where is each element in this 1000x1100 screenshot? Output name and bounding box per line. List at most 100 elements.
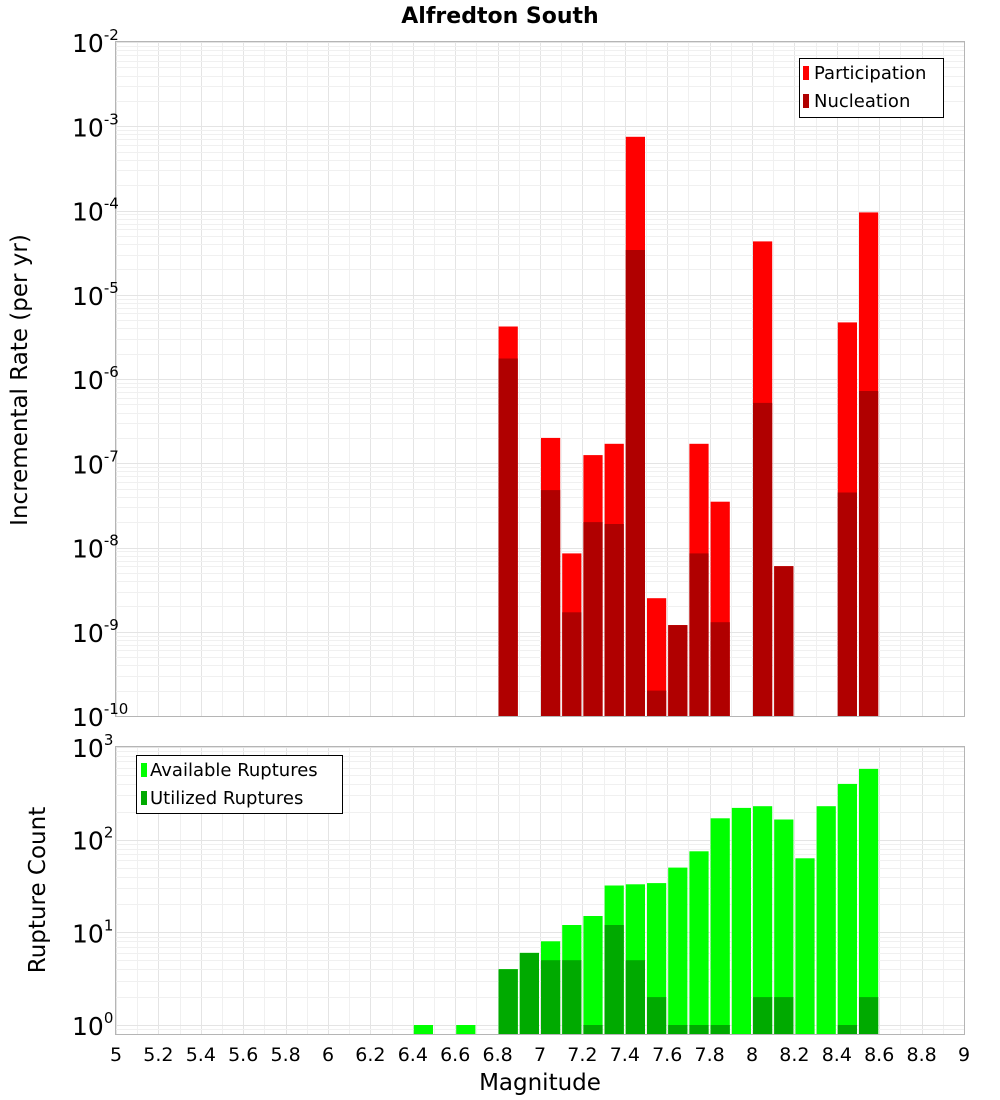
x-tick-label: 5 bbox=[110, 1044, 122, 1066]
count-bars bbox=[413, 768, 879, 1034]
count-y-tick-label: 102 bbox=[72, 824, 113, 856]
x-tick-label: 5.2 bbox=[143, 1044, 173, 1066]
available-ruptures-bar bbox=[753, 806, 773, 1034]
utilized-ruptures-bar bbox=[774, 997, 794, 1034]
utilized-ruptures-bar bbox=[689, 1025, 709, 1034]
available-ruptures-bar bbox=[774, 819, 794, 1034]
x-tick-label: 8 bbox=[746, 1044, 758, 1066]
utilized-legend-label: Utilized Ruptures bbox=[150, 788, 303, 809]
x-tick-label: 6.2 bbox=[355, 1044, 385, 1066]
rate-y-tick-label: 10-10 bbox=[72, 700, 128, 732]
x-tick-label: 7.8 bbox=[694, 1044, 724, 1066]
count-x-ticks: 5 5.2 5.4 5.6 5.8 6 6.2 6.4 6.6 6.8 7 7.2 7.4 7.6 7.8 8… bbox=[110, 1044, 970, 1066]
x-tick-label: 8.2 bbox=[779, 1044, 809, 1066]
count-plot-frame bbox=[115, 746, 965, 1035]
tick-exponent: 1 bbox=[104, 916, 114, 934]
count-legend-box bbox=[136, 755, 343, 814]
nucleation-bar bbox=[647, 690, 667, 716]
tick-base: 10 bbox=[72, 619, 104, 648]
rate-plot-frame bbox=[115, 41, 965, 717]
count-y-axis-label: Rupture Count bbox=[25, 807, 51, 973]
rate-y-tick-label: 10-8 bbox=[72, 532, 119, 564]
rate-legend: Participation Nucleation bbox=[799, 58, 944, 118]
nucleation-bar bbox=[541, 490, 561, 716]
tick-base: 10 bbox=[72, 366, 104, 395]
rate-y-tick-label: 10-9 bbox=[72, 616, 119, 648]
count-legend: Available Ruptures Utilized Ruptures bbox=[136, 755, 343, 814]
tick-exponent: -6 bbox=[104, 363, 119, 381]
utilized-ruptures-bar bbox=[498, 969, 518, 1034]
tick-exponent: -3 bbox=[104, 110, 119, 128]
tick-exponent: -5 bbox=[104, 279, 119, 297]
x-tick-label: 8.4 bbox=[822, 1044, 852, 1066]
x-tick-label: 9 bbox=[958, 1044, 970, 1066]
utilized-ruptures-bar bbox=[859, 997, 879, 1034]
tick-exponent: 0 bbox=[104, 1009, 114, 1027]
rate-grid bbox=[116, 42, 965, 717]
x-tick-label: 6 bbox=[322, 1044, 334, 1066]
nucleation-bar bbox=[710, 622, 730, 716]
tick-base: 10 bbox=[72, 827, 104, 856]
participation-legend-label: Participation bbox=[814, 63, 926, 84]
nucleation-bar bbox=[668, 625, 688, 716]
utilized-ruptures-bar bbox=[583, 1025, 603, 1034]
utilized-ruptures-bar bbox=[710, 1025, 730, 1034]
count-y-tick-label: 103 bbox=[72, 731, 113, 763]
tick-exponent: 3 bbox=[104, 731, 114, 749]
available-ruptures-bar bbox=[837, 783, 857, 1034]
x-tick-label: 5.8 bbox=[270, 1044, 300, 1066]
rate-y-tick-label: 10-4 bbox=[72, 195, 119, 227]
count-y-tick-label: 100 bbox=[72, 1009, 113, 1041]
nucleation-bar bbox=[562, 612, 582, 716]
available-ruptures-bar bbox=[413, 1025, 433, 1034]
rate-legend-box bbox=[799, 58, 944, 118]
x-tick-label: 7.2 bbox=[567, 1044, 597, 1066]
tick-exponent: 2 bbox=[104, 824, 114, 842]
x-tick-label: 8.8 bbox=[906, 1044, 936, 1066]
x-tick-label: 5.6 bbox=[228, 1044, 258, 1066]
utilized-ruptures-bar bbox=[519, 952, 539, 1034]
available-ruptures-bar bbox=[583, 916, 603, 1034]
available-ruptures-bar bbox=[456, 1025, 476, 1034]
tick-base: 10 bbox=[72, 703, 104, 732]
tick-exponent: -7 bbox=[104, 447, 119, 465]
tick-base: 10 bbox=[72, 113, 104, 142]
x-tick-label: 5.4 bbox=[186, 1044, 216, 1066]
rate-y-axis-label: Incremental Rate (per yr) bbox=[7, 234, 33, 526]
x-axis-label: Magnitude bbox=[479, 1070, 601, 1096]
nucleation-bar bbox=[753, 402, 773, 716]
utilized-ruptures-bar bbox=[541, 960, 561, 1034]
participation-bar bbox=[647, 598, 667, 716]
rate-y-tick-label: 10-7 bbox=[72, 447, 119, 479]
nucleation-bar bbox=[689, 553, 709, 716]
x-tick-label: 6.8 bbox=[482, 1044, 512, 1066]
tick-base: 10 bbox=[72, 919, 104, 948]
nucleation-bar bbox=[498, 358, 518, 716]
utilized-ruptures-bar bbox=[625, 960, 645, 1034]
nucleation-swatch bbox=[803, 94, 809, 108]
tick-exponent: -4 bbox=[104, 195, 119, 213]
x-tick-label: 7 bbox=[534, 1044, 546, 1066]
participation-swatch bbox=[803, 66, 809, 80]
utilized-ruptures-bar bbox=[647, 997, 667, 1034]
chart-title: Alfredton South bbox=[401, 4, 598, 29]
available-ruptures-bar bbox=[731, 807, 751, 1034]
utilized-ruptures-bar bbox=[837, 1025, 857, 1034]
x-tick-label: 6.6 bbox=[440, 1044, 470, 1066]
tick-exponent: -2 bbox=[104, 26, 119, 44]
x-tick-label: 7.6 bbox=[652, 1044, 682, 1066]
tick-base: 10 bbox=[72, 734, 104, 763]
tick-base: 10 bbox=[72, 535, 104, 564]
utilized-ruptures-bar bbox=[668, 1025, 688, 1034]
count-y-tick-label: 101 bbox=[72, 916, 113, 948]
tick-exponent: -10 bbox=[104, 700, 129, 718]
available-ruptures-bar bbox=[710, 818, 730, 1034]
nucleation-bar bbox=[837, 492, 857, 716]
x-tick-label: 7.4 bbox=[610, 1044, 640, 1066]
tick-exponent: -9 bbox=[104, 616, 119, 634]
nucleation-bar bbox=[625, 250, 645, 716]
nucleation-bar bbox=[774, 566, 794, 716]
nucleation-legend-label: Nucleation bbox=[814, 91, 910, 112]
